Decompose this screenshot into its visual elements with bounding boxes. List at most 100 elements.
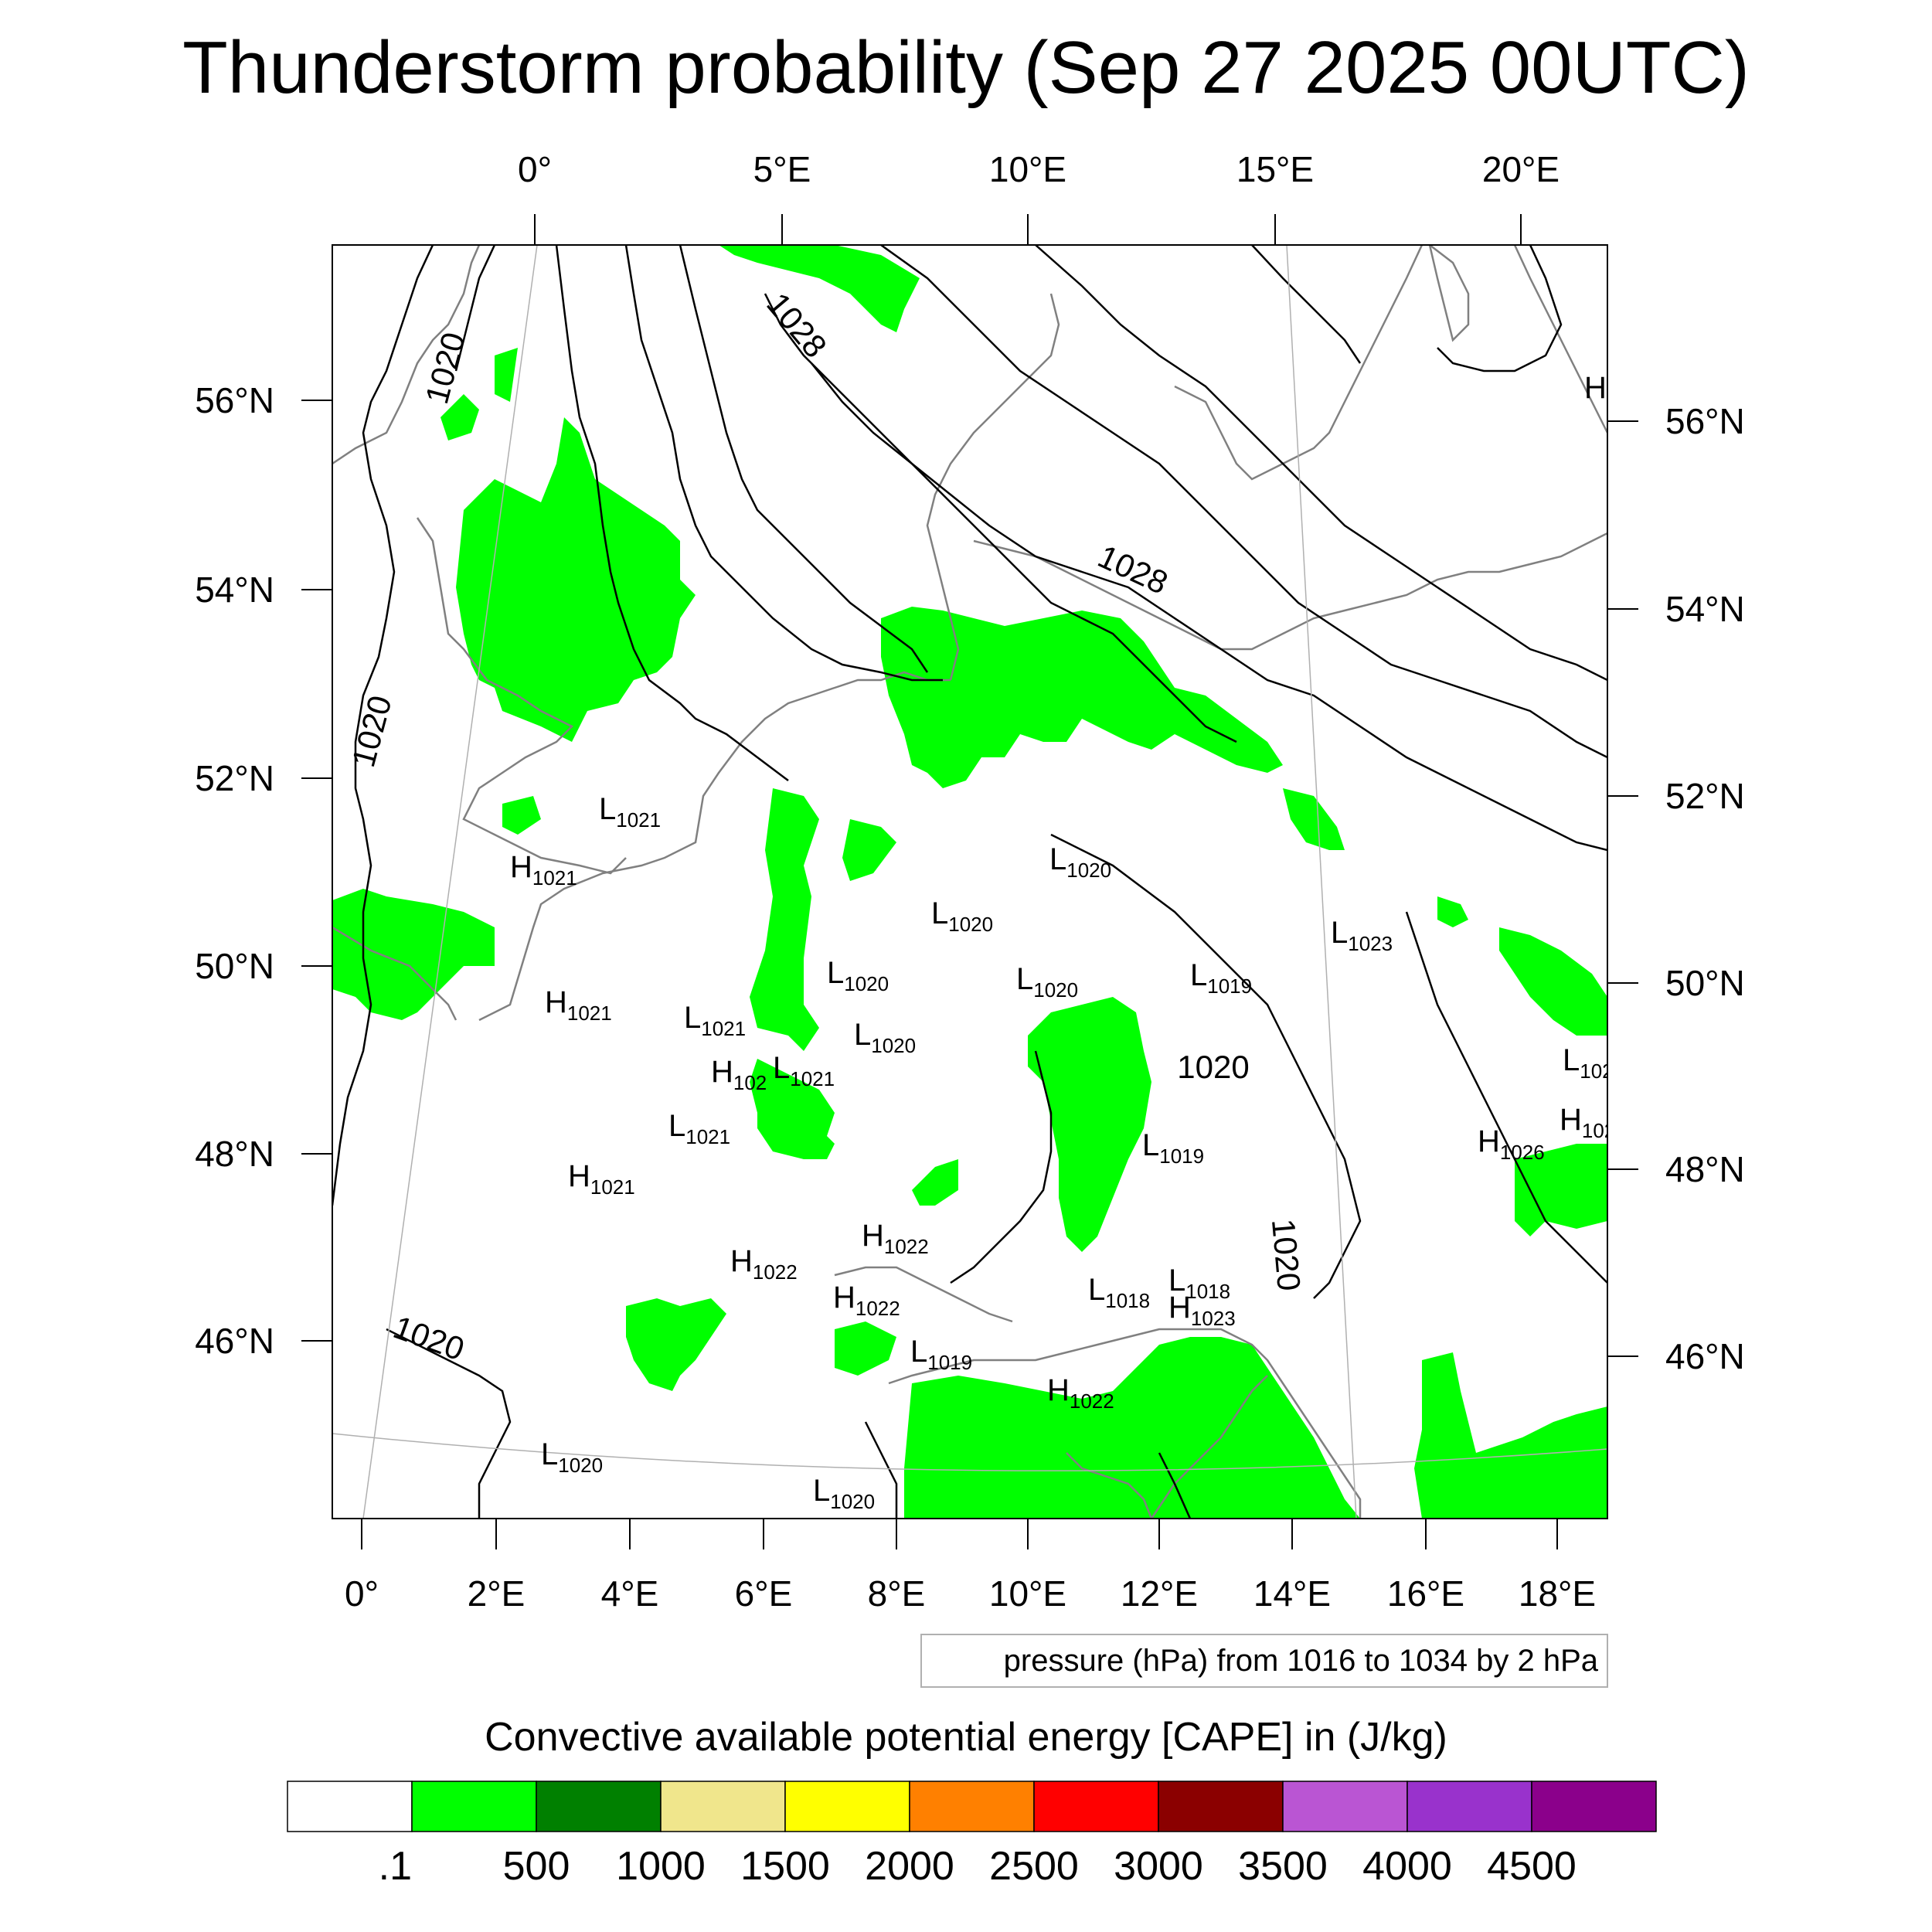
- lat-label: 46°N: [195, 1321, 274, 1361]
- pressure-centers: L1021 H1021 L1020 L1020 L1023 H1021 L102…: [510, 371, 1614, 1513]
- isobar: [454, 245, 496, 372]
- colorbar-swatch: [1033, 1781, 1159, 1832]
- lat-label: 50°N: [195, 946, 274, 986]
- isobar: [811, 362, 1607, 852]
- pressure-center: L1019: [1190, 958, 1252, 998]
- lon-label: 8°E: [868, 1573, 926, 1614]
- pressure-center: L1018: [1088, 1273, 1150, 1312]
- isobar: [764, 293, 1237, 743]
- colorbar-swatch: [784, 1781, 910, 1832]
- pressure-center: H1026: [1478, 1124, 1545, 1164]
- coastline: [926, 293, 1060, 681]
- pressure-center: L1023: [1331, 916, 1393, 955]
- map-frame: [332, 244, 1608, 1519]
- pressure-center: L1021: [773, 1051, 835, 1090]
- coastline: [1513, 245, 1607, 434]
- cape-area: [1515, 1144, 1607, 1236]
- pressure-center: H1023: [1168, 1291, 1236, 1330]
- cape-area: [1414, 1352, 1607, 1519]
- lon-label: 5°E: [753, 149, 811, 189]
- lat-label: 52°N: [195, 758, 274, 798]
- cape-areas: [332, 245, 1607, 1519]
- pressure-center: L1021: [668, 1109, 730, 1148]
- cape-area: [881, 607, 1283, 788]
- cape-area: [626, 1298, 726, 1391]
- colorbar-swatch: [287, 1781, 413, 1832]
- cape-area: [495, 348, 518, 402]
- colorbar-tick-label: 500: [503, 1844, 570, 1889]
- pressure-center: L1019: [1142, 1128, 1204, 1168]
- coastlines: [332, 245, 1607, 1519]
- pressure-center: L1019: [910, 1335, 972, 1374]
- pressure-center: H102: [711, 1055, 767, 1094]
- cape-area: [332, 889, 495, 1020]
- pressure-center: L102: [1563, 1043, 1614, 1083]
- coastline: [1150, 1375, 1268, 1519]
- coastline: [834, 1266, 1013, 1323]
- coastline: [1174, 245, 1423, 481]
- isobar: [1405, 911, 1607, 1284]
- chart-title: Thunderstorm probability (Sep 27 2025 00…: [182, 26, 1750, 109]
- cape-area: [904, 1337, 1360, 1519]
- pressure-center: L1020: [1049, 842, 1111, 882]
- pressure-center: H1021: [568, 1159, 635, 1199]
- colorbar-swatch: [1282, 1781, 1408, 1832]
- graticule-line: [362, 245, 538, 1519]
- contour-info-box: pressure (hPa) from 1016 to 1034 by 2 hP…: [920, 1634, 1608, 1688]
- coastline: [1066, 1452, 1153, 1519]
- colorbar-tick-label: 1500: [740, 1844, 830, 1889]
- lat-label: 56°N: [1665, 401, 1745, 441]
- right-lat-labels: 56°N 54°N 52°N 50°N 48°N 46°N: [1665, 401, 1745, 1376]
- cape-area: [757, 1097, 835, 1159]
- colorbar-swatch: [1406, 1781, 1532, 1832]
- coastline: [888, 1328, 1362, 1519]
- lon-label: 16°E: [1387, 1573, 1464, 1614]
- lon-label: 0°: [518, 149, 552, 189]
- cape-area: [456, 417, 696, 742]
- colorbar-swatch: [660, 1781, 786, 1832]
- colorbar-ticks: .1 500 1000 1500 2000 2500 3000 3500 4000 4500: [379, 1844, 1577, 1889]
- lat-label: 56°N: [195, 380, 274, 420]
- pressure-center: H1022: [1047, 1373, 1114, 1413]
- coastline: [332, 245, 481, 465]
- lat-label: 46°N: [1665, 1336, 1745, 1376]
- colorbar-tick-label: 1000: [616, 1844, 706, 1889]
- graticule-line: [1286, 245, 1357, 1519]
- lon-label: 6°E: [735, 1573, 793, 1614]
- graticule-line: [332, 1433, 1607, 1471]
- pressure-center: L1021: [684, 1001, 746, 1040]
- contour-info-text: pressure (hPa) from 1016 to 1034 by 2 hP…: [1004, 1644, 1599, 1678]
- lat-label: 48°N: [195, 1134, 274, 1174]
- colorbar-tick-label: 4500: [1487, 1844, 1577, 1889]
- isobar: [679, 245, 929, 673]
- lat-label: 54°N: [195, 570, 274, 610]
- coastline: [1428, 245, 1470, 342]
- pressure-center: L1020: [854, 1018, 916, 1057]
- colorbar-swatch: [1158, 1781, 1284, 1832]
- cape-area: [842, 819, 896, 881]
- lon-label: 12°E: [1121, 1573, 1198, 1614]
- isobars: [332, 245, 1607, 1519]
- cape-area: [719, 245, 920, 332]
- cape-area: [912, 1159, 958, 1206]
- colorbar-tick-label: 2000: [865, 1844, 954, 1889]
- cape-area: [1437, 896, 1468, 927]
- lat-label: 52°N: [1665, 776, 1745, 816]
- isobar: [624, 245, 943, 682]
- pressure-center: H1021: [545, 985, 612, 1025]
- colorbar: Convective available potential energy [C…: [287, 1715, 1657, 1889]
- lon-label: 4°E: [601, 1573, 659, 1614]
- top-lon-labels: 0° 5°E 10°E 15°E 20°E: [518, 149, 1560, 189]
- pressure-center: L1018: [1168, 1264, 1230, 1303]
- contour-label: 1020: [1177, 1049, 1249, 1085]
- isobar: [1437, 245, 1563, 372]
- colorbar-swatch: [411, 1781, 537, 1832]
- coastline: [478, 671, 951, 1022]
- graticule: [332, 245, 1607, 1519]
- lon-label: 2°E: [468, 1573, 526, 1614]
- map-panel: 1020 1020 1028 1028 1020 1020 1020 L1021…: [195, 149, 1745, 1614]
- lat-label: 50°N: [1665, 963, 1745, 1003]
- lat-label: 54°N: [1665, 589, 1745, 629]
- cape-area: [440, 394, 479, 440]
